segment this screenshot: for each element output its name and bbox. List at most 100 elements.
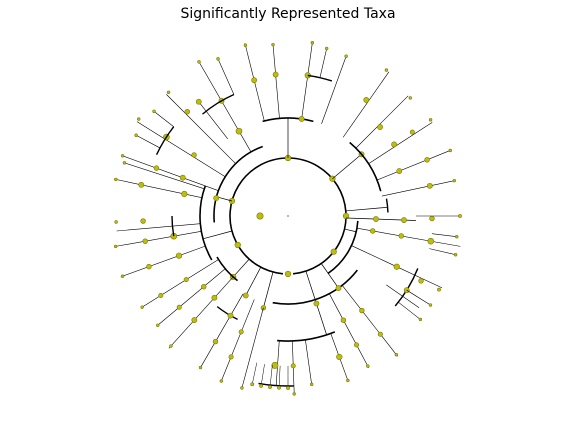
branch-line [344,228,357,233]
taxon-node-36 [292,392,296,396]
clade-arc [155,126,175,156]
taxon-node-22 [428,303,433,307]
clade-arc [327,220,359,274]
taxon-node-8 [256,212,264,220]
clade-arc [202,93,235,115]
taxon-node-10 [401,217,407,223]
taxon-node-107 [396,168,403,174]
taxon-node-17 [455,235,459,239]
taxon-node-62 [175,252,183,259]
branch-line [320,263,339,289]
branch-line [115,230,202,247]
clade-arc [307,74,333,82]
taxon-node-75 [179,174,186,181]
taxon-node-66 [142,238,148,244]
taxon-node-94 [298,116,305,122]
taxon-node-100 [363,97,370,103]
taxon-node-64 [120,274,125,278]
branch-line [124,162,205,190]
branch-line [332,154,362,179]
branch-line [157,268,226,326]
clade-arc [349,141,382,192]
taxon-node-61 [140,305,144,309]
taxon-node-44 [240,386,244,390]
taxon-node-69 [114,220,118,224]
taxon-node-37 [271,361,279,369]
branch-line [329,293,370,369]
taxon-node-24 [335,285,342,291]
taxon-node-35 [290,363,296,369]
taxon-node-54 [191,317,198,323]
taxon-node-50 [212,338,219,345]
taxon-node-93 [271,42,275,47]
branch-line [251,362,258,385]
branch-line [216,196,233,202]
taxon-node-101 [384,68,389,72]
branch-line [429,248,456,255]
taxon-node-109 [448,148,452,153]
taxon-node-53 [211,294,218,301]
taxon-node-46 [238,329,244,335]
taxon-node-59 [183,277,189,283]
branch-line [406,289,431,306]
taxon-node-42 [250,382,255,387]
taxon-node-73 [122,161,127,165]
taxon-node-26 [377,331,383,337]
clade-arc [216,256,239,282]
taxon-node-32 [336,353,343,361]
taxon-node-57 [176,304,182,310]
taxon-node-78 [191,152,197,158]
branch-line [269,365,273,388]
branch-line [198,61,252,153]
branch-line [278,365,281,388]
taxon-node-30 [366,364,370,368]
branch-line [217,58,235,95]
branch-line [272,44,280,119]
branch-line [136,121,226,178]
taxon-node-97 [324,46,329,51]
branch-line [381,180,455,197]
taxon-node-19 [418,278,424,284]
taxon-node-105 [409,129,415,135]
clade-arc [262,117,314,123]
taxon-node-28 [340,317,347,323]
branch-line [305,339,312,385]
taxon-node-103 [408,96,412,100]
taxon-node-87 [197,60,201,64]
taxon-node-33 [346,378,350,383]
taxon-node-108 [424,157,430,163]
taxon-node-14 [398,233,404,239]
branch-line [168,276,234,349]
branch-line [153,111,174,127]
taxon-node-67 [113,244,118,249]
taxon-node-51 [198,365,203,370]
branch-line [232,258,250,278]
root-node [287,215,289,217]
taxon-node-80 [137,117,141,121]
taxon-node-47 [228,354,234,360]
taxon-node-84 [166,90,171,94]
taxon-node-55 [169,344,173,348]
taxon-node-4 [234,241,241,249]
taxon-node-72 [114,177,118,182]
taxon-node-71 [138,181,145,188]
taxon-node-106 [428,118,433,122]
branch-line [275,340,280,386]
clade-arc [199,185,213,261]
taxon-node-18 [393,263,400,270]
branch-line [166,94,236,164]
taxon-node-85 [235,127,243,135]
taxon-node-23 [418,317,423,322]
taxon-node-104 [391,141,398,148]
taxon-node-91 [243,43,248,47]
branch-line [141,259,219,308]
taxon-node-2 [330,248,337,255]
clade-arc [258,382,294,387]
branch-line [345,206,388,212]
taxon-node-31 [313,300,320,307]
taxon-node-74 [213,195,220,201]
taxon-node-111 [452,178,456,183]
taxon-node-60 [158,292,164,298]
taxon-node-70 [181,190,188,198]
